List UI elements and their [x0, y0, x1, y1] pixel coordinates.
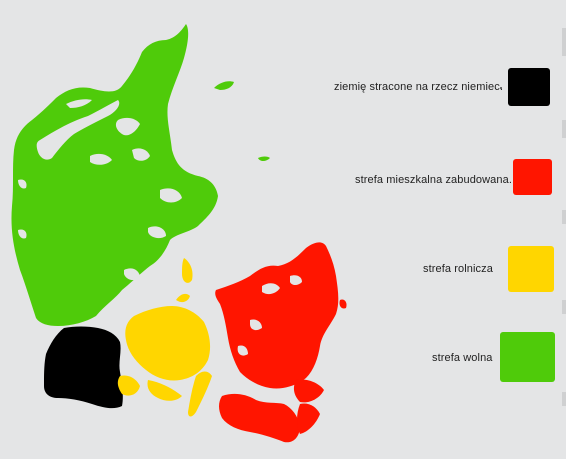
region-funen-agricultural	[117, 258, 212, 417]
region-south-jutland-lost	[44, 326, 123, 409]
region-jutland-free	[11, 24, 270, 326]
edge-mark	[562, 210, 566, 224]
fjord-waterways	[18, 99, 182, 281]
legend-swatch-yellow	[508, 246, 554, 292]
legend-swatch-green	[500, 332, 555, 382]
region-zealand-residential	[215, 242, 347, 443]
legend-dot	[500, 87, 502, 89]
legend-label-residential: strefa mieszkalna zabudowana.	[355, 174, 512, 186]
legend-label-lost-land: ziemię stracone na rzecz niemiec.	[334, 81, 503, 93]
edge-mark	[562, 300, 566, 314]
legend-swatch-red	[513, 159, 552, 195]
edge-mark	[562, 120, 566, 138]
legend-label-free: strefa wolna	[432, 352, 493, 364]
edge-mark	[562, 392, 566, 406]
legend-label-agricultural: strefa rolnicza	[423, 263, 493, 275]
legend-swatch-black	[508, 68, 550, 106]
edge-mark	[562, 28, 566, 56]
zealand-inlets	[237, 275, 302, 356]
